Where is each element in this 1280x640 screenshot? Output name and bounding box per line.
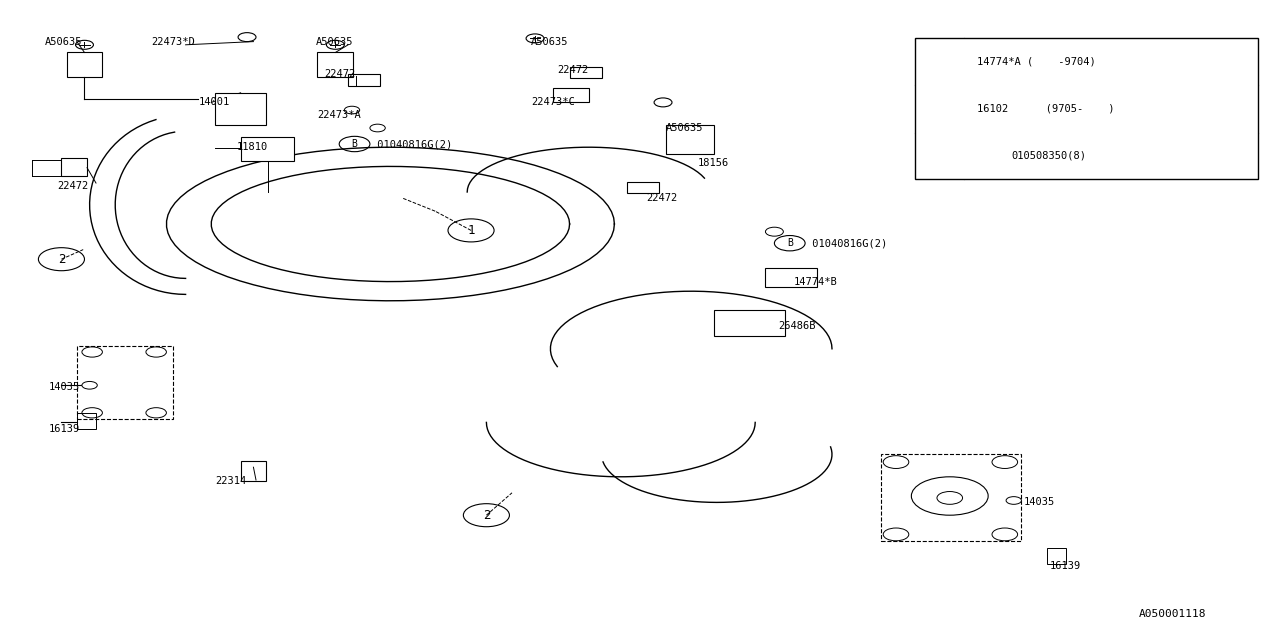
- Text: 14035: 14035: [49, 382, 79, 392]
- Bar: [61, 158, 87, 176]
- Text: 22473*C: 22473*C: [531, 97, 575, 108]
- Bar: [570, 67, 602, 78]
- Text: 01040816G(2): 01040816G(2): [371, 139, 452, 149]
- Text: A050001118: A050001118: [1139, 609, 1207, 620]
- Text: A50635: A50635: [316, 36, 353, 47]
- Text: 22473*D: 22473*D: [151, 36, 195, 47]
- Text: B: B: [352, 139, 357, 149]
- Text: 26486B: 26486B: [778, 321, 815, 332]
- Text: 14001: 14001: [198, 97, 229, 108]
- Text: 14774*A (    -9704): 14774*A ( -9704): [977, 56, 1096, 67]
- Text: 1: 1: [467, 224, 475, 237]
- Text: A50635: A50635: [45, 36, 82, 47]
- Bar: [627, 182, 659, 193]
- Bar: [714, 310, 785, 336]
- Text: 1: 1: [936, 56, 943, 67]
- Text: 22472: 22472: [324, 68, 355, 79]
- Circle shape: [82, 381, 97, 389]
- Bar: [215, 93, 266, 125]
- Text: 16139: 16139: [1050, 561, 1080, 572]
- Bar: [915, 38, 1258, 179]
- Circle shape: [1006, 497, 1021, 504]
- Text: 2: 2: [483, 509, 490, 522]
- Bar: [553, 88, 589, 102]
- Bar: [241, 461, 266, 481]
- Bar: [317, 52, 353, 77]
- Text: 22472: 22472: [646, 193, 677, 204]
- Text: B: B: [787, 238, 792, 248]
- Text: 2: 2: [58, 253, 65, 266]
- Bar: [348, 74, 380, 86]
- Text: 22472: 22472: [58, 180, 88, 191]
- Text: 22314: 22314: [215, 476, 246, 486]
- Text: A50635: A50635: [666, 123, 703, 133]
- Bar: [1047, 548, 1066, 564]
- Text: 010508350(8): 010508350(8): [1011, 151, 1087, 161]
- Text: 01040816G(2): 01040816G(2): [806, 238, 887, 248]
- Bar: [77, 413, 96, 429]
- Text: 22472: 22472: [557, 65, 588, 76]
- Text: B: B: [987, 151, 992, 161]
- Bar: [765, 268, 817, 287]
- Text: 16139: 16139: [49, 424, 79, 434]
- Bar: [241, 137, 294, 161]
- Text: 14035: 14035: [1024, 497, 1055, 508]
- Text: A50635: A50635: [531, 36, 568, 47]
- Bar: [881, 454, 1021, 541]
- Text: 11810: 11810: [237, 142, 268, 152]
- Bar: [67, 52, 102, 77]
- Text: 14774*B: 14774*B: [794, 276, 837, 287]
- Text: 18156: 18156: [698, 158, 728, 168]
- Bar: [666, 125, 714, 154]
- Text: 16102      (9705-    ): 16102 (9705- ): [977, 104, 1114, 114]
- Bar: [77, 346, 173, 419]
- Text: 22473*A: 22473*A: [317, 110, 361, 120]
- Text: 2: 2: [936, 151, 943, 161]
